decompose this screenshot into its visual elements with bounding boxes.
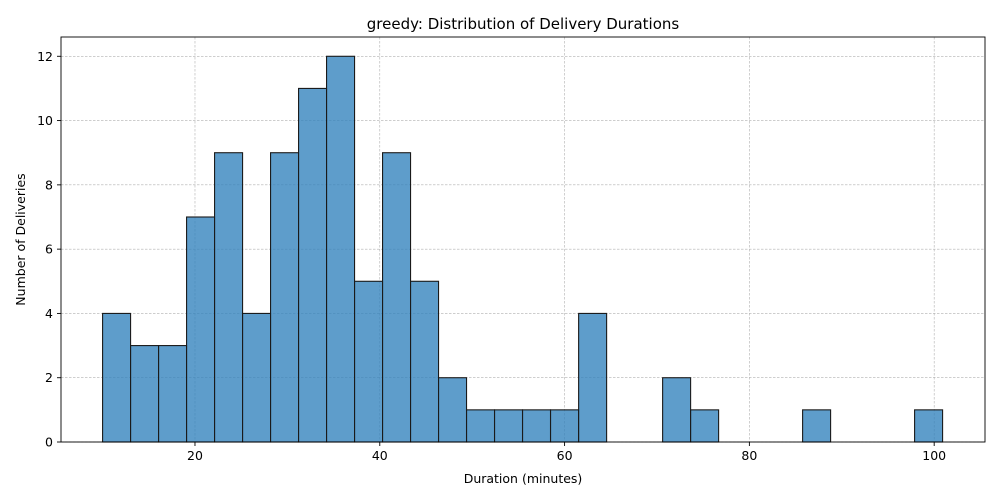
histogram-bar <box>578 312 608 443</box>
histogram-bar <box>102 312 132 443</box>
x-tick-label: 80 <box>741 448 757 463</box>
histogram-bar <box>690 409 720 443</box>
plot-frame <box>60 36 986 443</box>
histogram-bar <box>465 409 496 443</box>
y-tick-label: 4 <box>45 306 53 321</box>
histogram-bar <box>130 345 160 443</box>
histogram-bar <box>549 409 580 443</box>
y-tick-label: 8 <box>45 177 53 192</box>
histogram-bar <box>242 312 272 443</box>
histogram-bar <box>437 377 468 443</box>
x-axis-ticks: 20 40 60 80 100 <box>187 442 946 463</box>
y-tick-label: 12 <box>37 49 53 64</box>
histogram-bar <box>493 409 524 443</box>
histogram-bar <box>298 87 328 443</box>
histogram-bar <box>521 409 552 443</box>
x-tick-label: 60 <box>557 448 573 463</box>
x-tick-label: 20 <box>187 448 203 463</box>
y-axis-label: Number of Deliveries <box>13 173 28 305</box>
x-tick-label: 40 <box>372 448 388 463</box>
histogram-bar <box>326 55 356 443</box>
y-tick-label: 0 <box>45 435 53 450</box>
histogram-bar <box>158 345 188 443</box>
histogram-bars <box>102 55 944 443</box>
y-tick-label: 10 <box>37 113 53 128</box>
y-axis-ticks: 0 2 4 6 8 10 12 <box>37 49 61 450</box>
histogram-bar <box>409 280 440 443</box>
histogram-bar <box>914 409 944 443</box>
histogram-bar <box>662 377 692 443</box>
chart-title: greedy: Distribution of Delivery Duratio… <box>367 15 680 33</box>
histogram-bar <box>186 216 216 443</box>
x-tick-label: 100 <box>922 448 946 463</box>
histogram-bar <box>802 409 832 443</box>
x-axis-label: Duration (minutes) <box>464 471 583 486</box>
histogram-bar <box>382 152 412 443</box>
y-tick-label: 6 <box>45 242 53 257</box>
histogram-bar <box>354 280 384 443</box>
histogram-bar <box>214 152 244 443</box>
y-tick-label: 2 <box>45 370 53 385</box>
histogram-bar <box>270 152 300 443</box>
